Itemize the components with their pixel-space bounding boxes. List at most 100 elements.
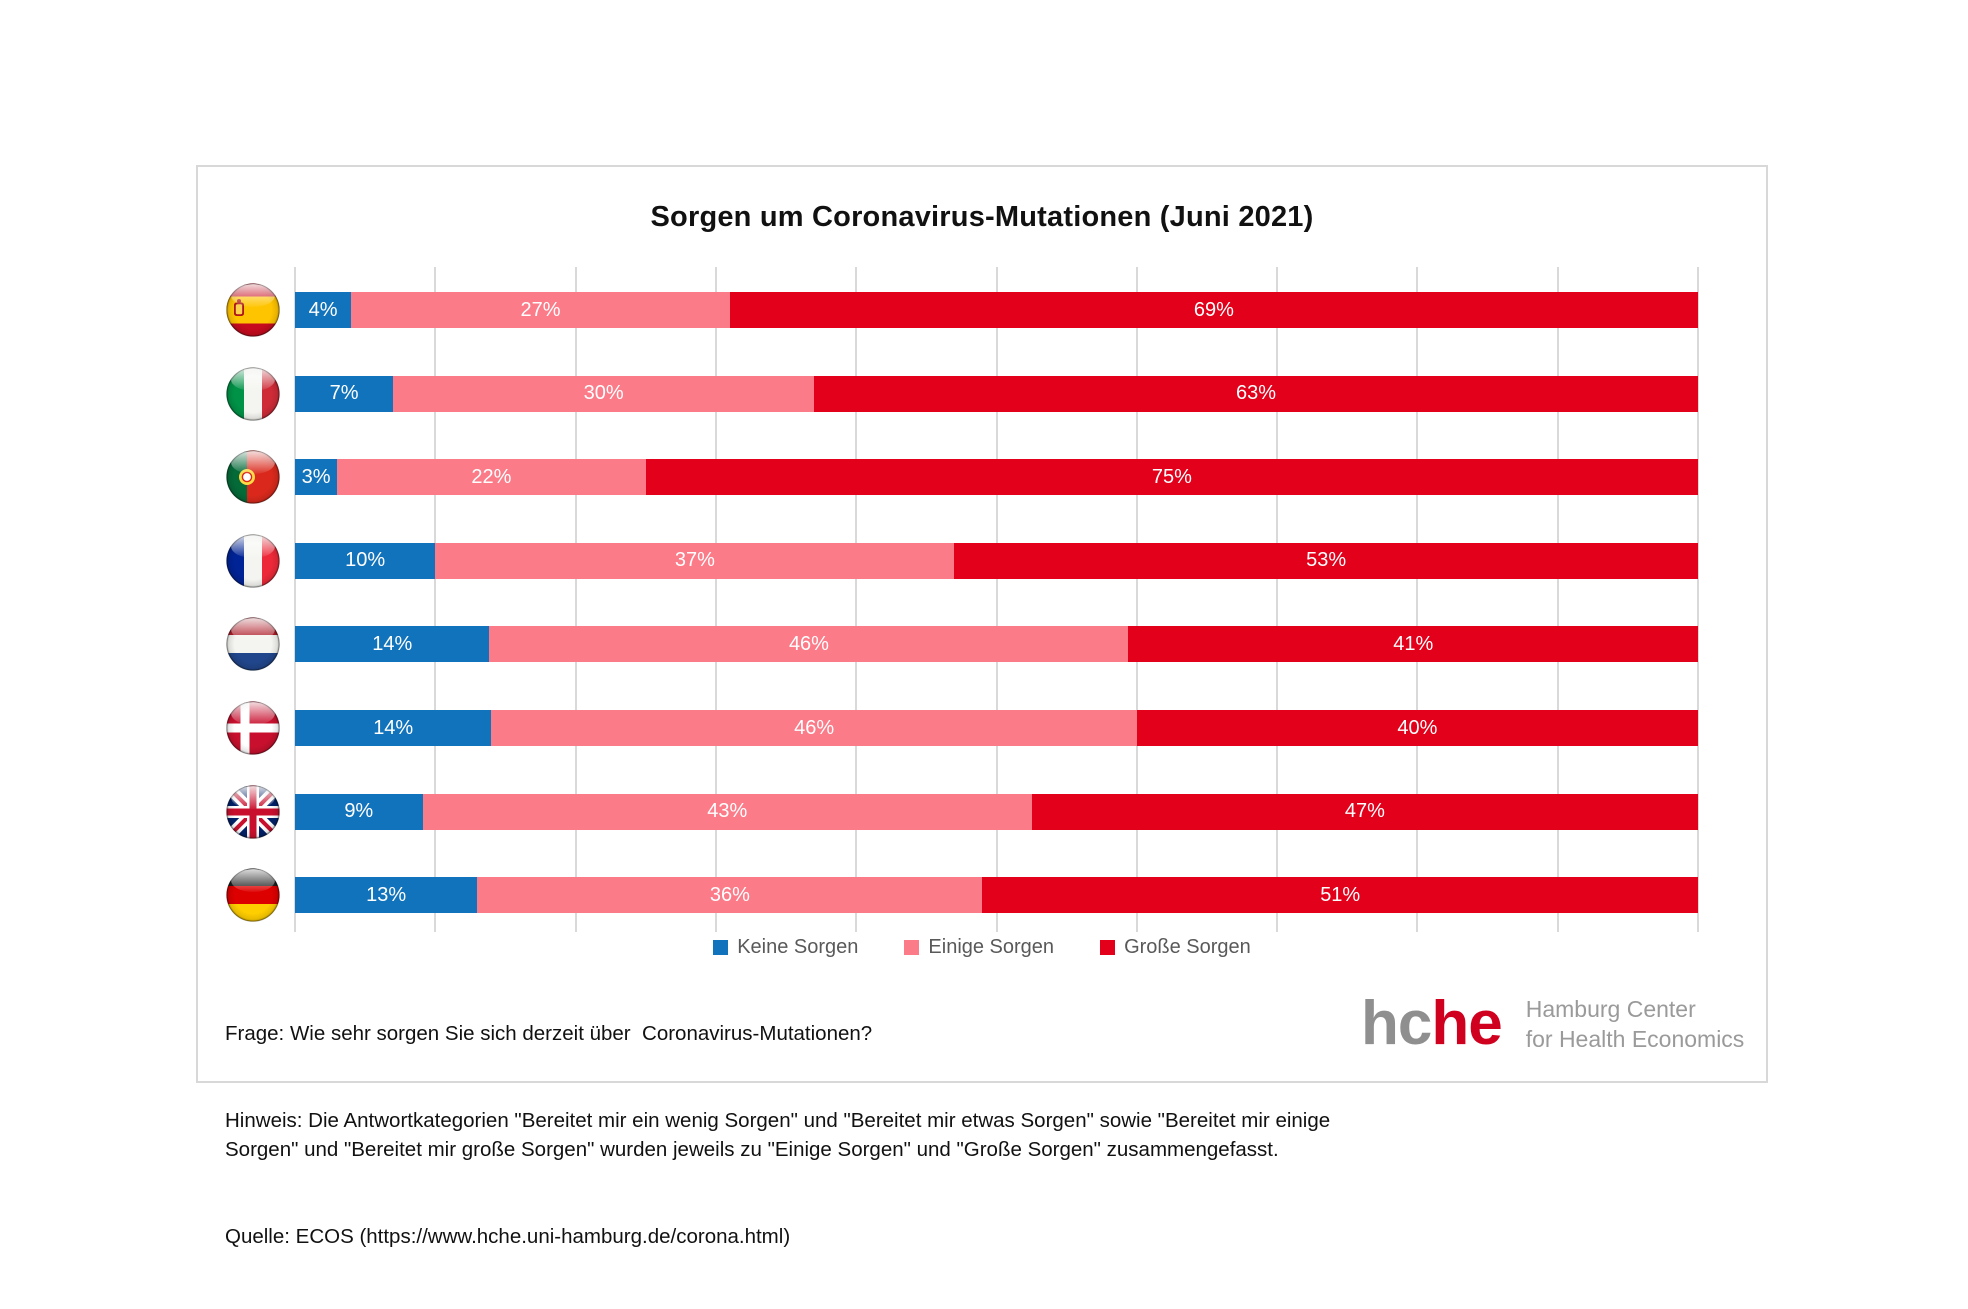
logo-hc: hc: [1361, 989, 1432, 1058]
segment-einige-sorgen: 46%: [489, 626, 1129, 663]
bar-row-netherlands: 14% 46% 41%: [295, 626, 1698, 662]
hche-logo-name: Hamburg Center for Health Economics: [1526, 994, 1745, 1054]
segment-value-label: 46%: [794, 716, 835, 739]
stacked-bar-germany: 13% 36% 51%: [295, 877, 1698, 914]
segment-value-label: 36%: [709, 883, 750, 906]
chart-title: Sorgen um Coronavirus-Mutationen (Juni 2…: [650, 201, 1314, 233]
segment-grosse-sorgen: 41%: [1128, 626, 1698, 663]
segment-grosse-sorgen: 40%: [1136, 710, 1698, 746]
bar-row-great-britain: 9% 43% 47%: [295, 794, 1698, 830]
segment-grosse-sorgen: 47%: [1031, 793, 1698, 830]
flag-netherlands-icon: [225, 616, 281, 672]
segment-value-label: 10%: [345, 549, 386, 572]
flag-italy-icon: [225, 366, 281, 422]
segment-value-label: 75%: [1151, 465, 1192, 488]
segment-value-label: 40%: [1397, 716, 1438, 739]
segment-keine-sorgen: 9%: [295, 793, 423, 830]
footnote-hinweis: Hinweis: Die Antwortkategorien "Bereitet…: [225, 1109, 1336, 1161]
gridline: [1556, 267, 1559, 932]
segment-value-label: 14%: [373, 716, 414, 739]
bar-row-portugal: 3% 22% 75%: [295, 459, 1698, 495]
flag-denmark-icon: [225, 700, 281, 756]
stacked-bar-netherlands: 14% 46% 41%: [295, 626, 1698, 663]
stacked-bar-great-britain: 9% 43% 47%: [295, 793, 1698, 830]
stacked-bar-france: 10% 37% 53%: [295, 542, 1698, 579]
logo-he: he: [1431, 989, 1502, 1058]
logo-name-line2: for Health Economics: [1525, 1026, 1745, 1052]
segment-grosse-sorgen: 69%: [729, 292, 1698, 328]
hche-logo-wordmark: hche: [1361, 993, 1503, 1055]
segment-einige-sorgen: 30%: [393, 375, 815, 412]
stacked-bar-italy: 7% 30% 63%: [295, 375, 1698, 412]
flag-portugal-icon: [225, 449, 281, 505]
legend-item-einige-sorgen: Einige Sorgen: [904, 936, 1054, 959]
gridline: [1135, 267, 1138, 932]
bar-row-italy: 7% 30% 63%: [295, 376, 1698, 412]
bar-row-denmark: 14% 46% 40%: [295, 710, 1698, 746]
segment-keine-sorgen: 13%: [295, 877, 478, 914]
gridline: [714, 267, 717, 932]
segment-value-label: 14%: [372, 632, 413, 655]
bar-row-spain: 4% 27% 69%: [295, 292, 1698, 328]
segment-keine-sorgen: 4%: [295, 292, 352, 328]
segment-keine-sorgen: 10%: [295, 542, 436, 579]
segment-grosse-sorgen: 75%: [645, 459, 1698, 496]
flag-france-icon: [225, 533, 281, 589]
gridline: [995, 267, 998, 932]
segment-value-label: 69%: [1193, 298, 1234, 321]
segment-value-label: 4%: [308, 298, 338, 321]
segment-value-label: 13%: [366, 883, 407, 906]
gridline: [1697, 267, 1699, 932]
segment-value-label: 47%: [1344, 800, 1385, 823]
stacked-bar-denmark: 14% 46% 40%: [295, 710, 1698, 746]
segment-value-label: 37%: [674, 549, 715, 572]
segment-value-label: 43%: [707, 800, 748, 823]
legend-swatch-keine-sorgen: [713, 940, 729, 955]
segment-einige-sorgen: 37%: [435, 542, 955, 579]
segment-value-label: 41%: [1393, 632, 1434, 655]
segment-einige-sorgen: 22%: [337, 459, 646, 496]
legend-label-einige-sorgen: Einige Sorgen: [928, 936, 1055, 958]
segment-value-label: 9%: [344, 800, 374, 823]
legend-item-grosse-sorgen: Große Sorgen: [1100, 936, 1251, 959]
flag-great-britain-icon: [225, 784, 281, 840]
gridline: [855, 267, 858, 932]
segment-value-label: 7%: [329, 382, 359, 405]
chart-card: Sorgen um Coronavirus-Mutationen (Juni 2…: [196, 165, 1768, 1248]
segment-keine-sorgen: 14%: [295, 710, 492, 746]
legend-label-grosse-sorgen: Große Sorgen: [1124, 936, 1251, 958]
gridline: [574, 267, 577, 932]
hche-logo: hche Hamburg Center for Health Economics: [1361, 993, 1744, 1055]
segment-einige-sorgen: 27%: [351, 292, 730, 328]
segment-keine-sorgen: 3%: [295, 459, 338, 496]
plot-area: 4% 27% 69% 7% 30% 63% 3% 22% 75% 10% 37% 53% 14% 46% 4…: [295, 267, 1699, 932]
legend-label-keine-sorgen: Keine Sorgen: [737, 936, 859, 958]
stacked-bar-spain: 4% 27% 69%: [295, 292, 1698, 328]
footnotes: Frage: Wie sehr sorgen Sie sich derzeit …: [225, 961, 1360, 1309]
segment-einige-sorgen: 46%: [491, 710, 1137, 746]
segment-einige-sorgen: 36%: [477, 877, 983, 914]
segment-grosse-sorgen: 53%: [954, 542, 1698, 579]
stacked-bar-portugal: 3% 22% 75%: [295, 459, 1698, 496]
segment-grosse-sorgen: 51%: [982, 877, 1698, 914]
segment-value-label: 22%: [471, 465, 512, 488]
flag-germany-icon: [225, 867, 281, 923]
segment-value-label: 53%: [1306, 549, 1347, 572]
segment-einige-sorgen: 43%: [422, 793, 1032, 830]
footnote-frage: Frage: Wie sehr sorgen Sie sich derzeit …: [225, 1022, 873, 1045]
bar-row-germany: 13% 36% 51%: [295, 877, 1698, 913]
gridline: [1416, 267, 1419, 932]
segment-value-label: 30%: [583, 382, 624, 405]
segment-grosse-sorgen: 63%: [814, 375, 1698, 412]
flag-spain-icon: [225, 282, 281, 338]
legend: Keine Sorgen Einige Sorgen Große Sorgen: [198, 936, 1766, 959]
segment-value-label: 63%: [1236, 382, 1277, 405]
segment-keine-sorgen: 7%: [295, 375, 394, 412]
segment-value-label: 3%: [301, 465, 331, 488]
gridline: [1276, 267, 1279, 932]
footnote-quelle: Quelle: ECOS (https://www.hche.uni-hambu…: [225, 1225, 791, 1248]
legend-item-keine-sorgen: Keine Sorgen: [713, 936, 858, 959]
segment-value-label: 46%: [788, 632, 829, 655]
segment-keine-sorgen: 14%: [295, 626, 490, 663]
segment-value-label: 27%: [520, 298, 561, 321]
